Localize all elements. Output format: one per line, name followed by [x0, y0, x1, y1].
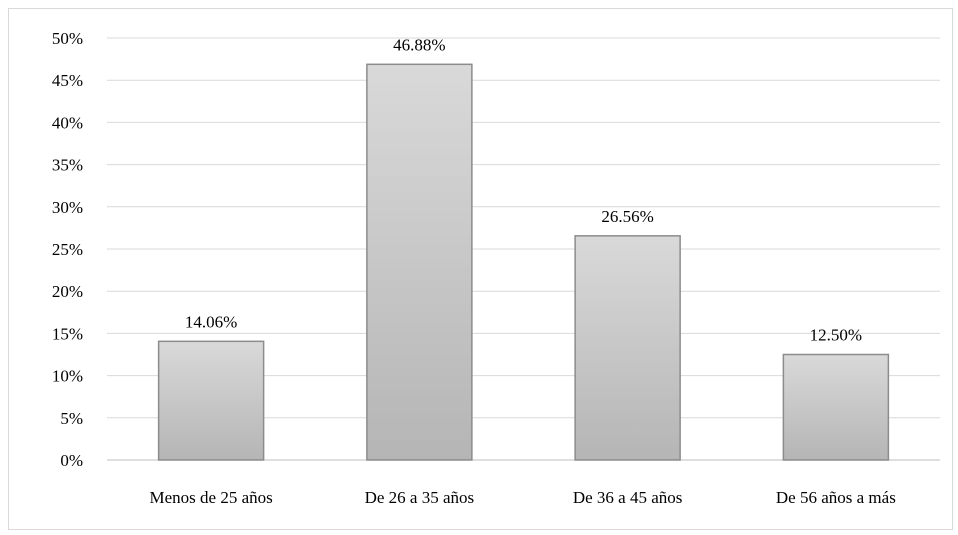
- x-axis-category-labels: Menos de 25 años De 26 a 35 años De 36 a 4…: [150, 488, 896, 507]
- y-axis-tick-labels: 0% 5% 10% 15% 20% 25% 30% 35% 40% 45% 50%: [52, 29, 83, 470]
- bars: [157, 63, 890, 461]
- category-label: De 36 a 45 años: [573, 488, 683, 507]
- y-tick-label: 50%: [52, 29, 83, 48]
- bar: [574, 235, 681, 461]
- y-tick-label: 40%: [52, 113, 83, 132]
- y-tick-label: 0%: [60, 451, 83, 470]
- category-label: Menos de 25 años: [150, 488, 273, 507]
- y-tick-label: 45%: [52, 71, 83, 90]
- data-label: 12.50%: [810, 326, 862, 345]
- category-label: De 26 a 35 años: [365, 488, 475, 507]
- bar: [366, 63, 473, 461]
- data-label: 26.56%: [601, 207, 653, 226]
- y-tick-label: 15%: [52, 324, 83, 343]
- y-tick-label: 10%: [52, 367, 83, 386]
- category-label: De 56 años a más: [776, 488, 896, 507]
- y-tick-label: 35%: [52, 156, 83, 175]
- y-tick-label: 5%: [60, 409, 83, 428]
- bar: [157, 340, 265, 461]
- data-labels: 14.06% 46.88% 26.56% 12.50%: [185, 35, 862, 344]
- y-tick-label: 20%: [52, 282, 83, 301]
- data-label: 14.06%: [185, 312, 237, 331]
- bar: [782, 353, 890, 461]
- data-label: 46.88%: [393, 35, 445, 54]
- y-tick-label: 25%: [52, 240, 83, 259]
- y-tick-label: 30%: [52, 198, 83, 217]
